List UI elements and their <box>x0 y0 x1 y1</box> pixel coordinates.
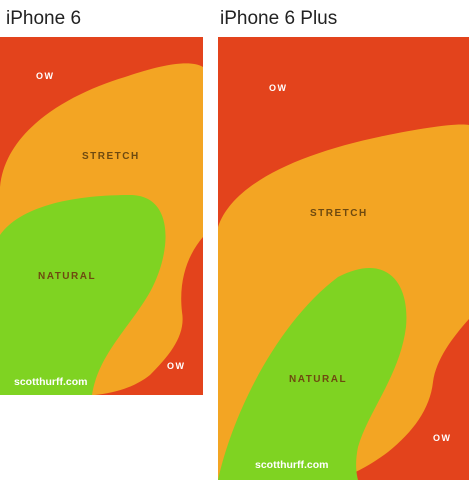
natural-zone-iphone-6 <box>0 195 166 395</box>
panel-title-iphone-6: iPhone 6 <box>6 8 82 29</box>
stretch-label: STRETCH <box>82 151 140 162</box>
credit-watermark: scotthurff.com <box>255 459 329 471</box>
credit-watermark: scotthurff.com <box>14 376 88 388</box>
ow-label-bottom: OW <box>433 433 452 443</box>
panel-iphone-6: OW STRETCH NATURAL OW scotthurff.com <box>0 37 203 395</box>
natural-zone-iphone-6-plus <box>218 267 407 480</box>
natural-label: NATURAL <box>289 374 348 385</box>
thumb-zone-map-iphone-6 <box>0 37 203 395</box>
natural-label: NATURAL <box>38 271 97 282</box>
panel-title-iphone-6-plus: iPhone 6 Plus <box>220 8 338 29</box>
thumb-zone-map-iphone-6-plus <box>218 37 469 480</box>
ow-label-bottom: OW <box>167 361 186 371</box>
ow-label-top: OW <box>269 83 288 93</box>
ow-label-top: OW <box>36 71 55 81</box>
stretch-label: STRETCH <box>310 208 368 219</box>
panel-iphone-6-plus: OW STRETCH NATURAL OW scotthurff.com <box>218 37 469 480</box>
